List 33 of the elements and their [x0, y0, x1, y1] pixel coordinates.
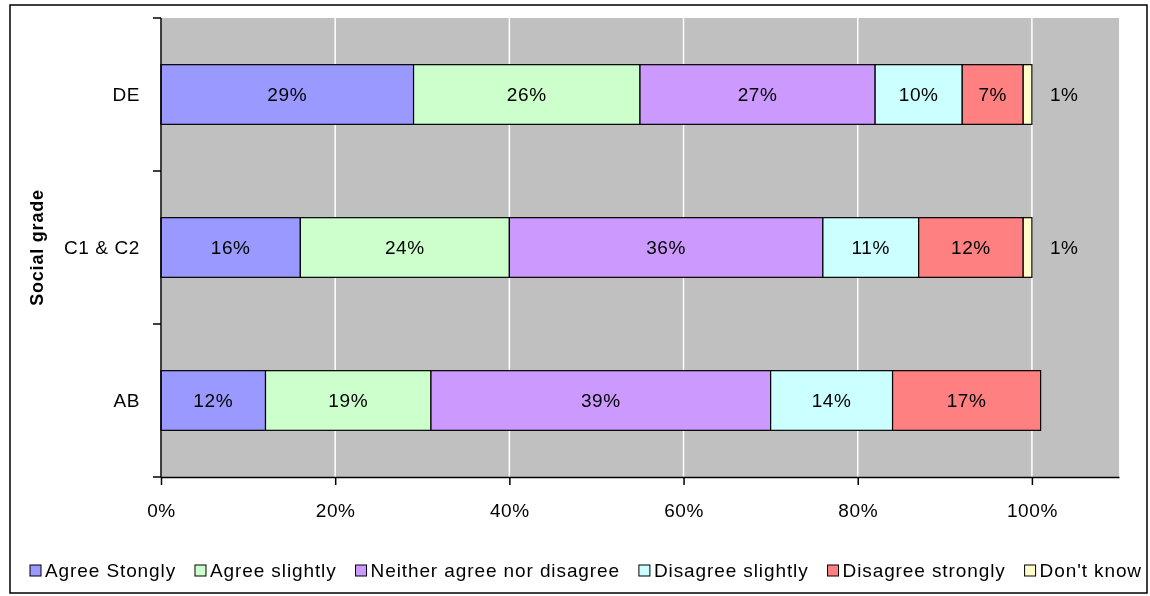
legend-label: Agree slightly	[209, 560, 337, 582]
y-tick-label: AB	[113, 390, 140, 412]
data-label: 26%	[506, 84, 547, 106]
y-axis-title: Social grade	[27, 189, 48, 306]
legend-label: Don't know	[1039, 560, 1142, 582]
x-tick-label: 60%	[664, 500, 704, 522]
data-label: 36%	[646, 237, 687, 259]
x-tick-label: 40%	[489, 500, 530, 522]
x-tick-label: 20%	[315, 500, 356, 522]
data-label: 29%	[267, 84, 308, 106]
data-label: 17%	[946, 390, 987, 412]
x-tick-label: 80%	[838, 500, 879, 522]
x-tick-label: 100%	[1006, 500, 1058, 522]
data-label: 16%	[210, 237, 251, 259]
data-label: 12%	[193, 390, 234, 412]
data-label: 14%	[811, 390, 852, 412]
legend-label: Disagree strongly	[842, 560, 1006, 582]
data-label: 19%	[328, 390, 369, 412]
x-tick-label: 0%	[147, 500, 176, 522]
data-label: 24%	[384, 237, 425, 259]
y-tick-label: C1 & C2	[63, 237, 140, 259]
legend-label: Agree Stongly	[45, 560, 177, 582]
data-label: 7%	[978, 84, 1008, 106]
y-tick-label: DE	[112, 84, 140, 106]
data-label: 1%	[1049, 237, 1079, 259]
legend-label: Disagree slightly	[653, 560, 809, 582]
data-label: 10%	[898, 84, 939, 106]
data-label: 12%	[951, 237, 991, 259]
data-label: 1%	[1049, 84, 1079, 106]
data-label: 27%	[737, 84, 778, 106]
legend-label: Neither agree nor disagree	[370, 560, 620, 582]
data-label: 11%	[851, 237, 890, 259]
data-label: 39%	[580, 390, 621, 412]
